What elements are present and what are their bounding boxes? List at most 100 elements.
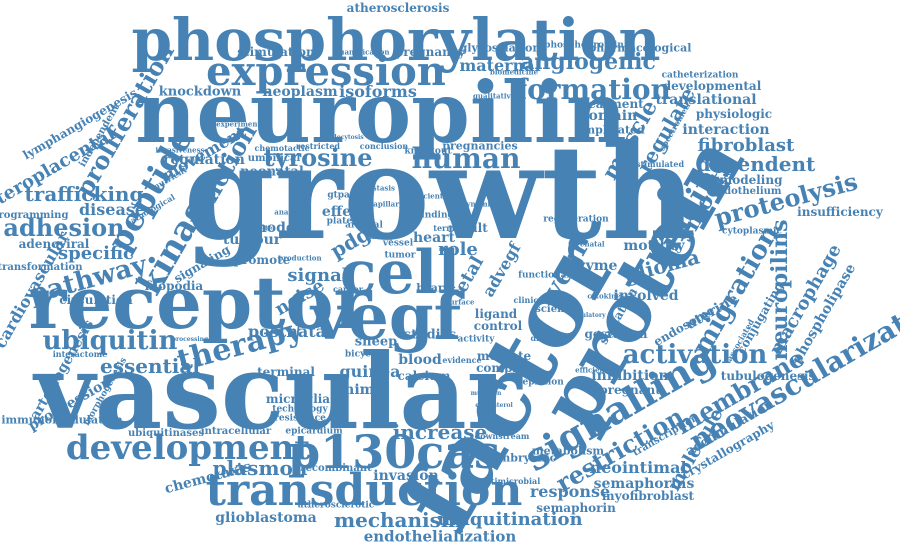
word-bicyclic: bicyclic <box>344 349 384 360</box>
word-microglia: microglia <box>265 392 331 406</box>
word-science: science <box>535 304 577 315</box>
word-family: family <box>366 231 394 241</box>
word-pregnant: pregnant <box>599 383 661 397</box>
word-semaphorins: semaphorins <box>593 476 695 492</box>
word-implicated: implicated <box>579 123 645 137</box>
word-neoplasm: neoplasm <box>262 84 338 100</box>
word-tumor: tumor <box>384 250 416 261</box>
word-result: result <box>448 221 488 235</box>
word-signal: signal <box>287 265 349 286</box>
word-response: response <box>529 482 611 501</box>
word-pregnancies: pregnancies <box>442 139 518 153</box>
word-translational: translational <box>655 92 757 108</box>
word-umbilical: umbilical <box>247 153 301 164</box>
word-growth: growth <box>183 116 697 269</box>
word-vegf: vegf <box>310 280 462 355</box>
word-invasiveness: invasiveness <box>155 145 205 155</box>
word-terminal: terminal <box>257 365 315 379</box>
word-embryonic: embryonic <box>491 451 557 465</box>
word-interaction: interaction <box>682 122 770 138</box>
word-quantification: quantification <box>334 47 390 57</box>
word-enzyme: enzyme <box>558 258 618 274</box>
word-deficient: deficient <box>408 191 444 201</box>
word-heart: heart <box>413 230 455 246</box>
word-atherosclerosis: atherosclerosis <box>346 1 450 15</box>
word-recombinant: recombinant <box>300 463 372 474</box>
word-adhesion: adhesion <box>3 213 125 242</box>
word-neointimal: neointimal <box>589 458 687 477</box>
word-inhibition: inhibition <box>591 368 669 384</box>
word-biomedicine: biomedicine <box>489 67 539 77</box>
word-cytokines: cytokines <box>587 291 625 301</box>
word-mechanism: mechanism <box>333 508 463 532</box>
word-epicardium: epicardium <box>285 426 343 437</box>
word-domain: domain <box>578 108 638 124</box>
word-cytoplasmic: cytoplasmic <box>722 226 782 237</box>
word-formation: formation <box>515 73 671 106</box>
word-cell: cell <box>339 238 461 308</box>
word-human: human <box>411 142 521 175</box>
word-glioblastoma: glioblastoma <box>215 510 317 526</box>
word-analysis: analysis <box>274 207 306 217</box>
word-pharmacological: pharmacological <box>588 41 692 55</box>
word-isoforms: isoforms <box>339 82 417 101</box>
word-filopodia: filopodia <box>144 279 204 293</box>
word-transformation: transformation <box>0 262 83 273</box>
word-ubiquitinases: ubiquitinases <box>128 428 204 439</box>
word-knockout: knockout <box>404 146 452 157</box>
word-role: role <box>438 239 478 260</box>
word-different: different <box>530 333 570 343</box>
word-physiologic: physiologic <box>695 107 773 121</box>
word-clinical: clinical <box>513 295 547 305</box>
word-activity: activity <box>457 334 495 345</box>
word-myofibroblast: myofibroblast <box>601 489 695 503</box>
word-immunomodulation: immunomodulation <box>1 413 123 427</box>
word-postnatal: postnatal <box>247 322 333 341</box>
word-semaphorin: semaphorin <box>536 501 616 515</box>
word-studies: studies <box>403 327 457 343</box>
word-dependent: dependent <box>696 152 816 176</box>
word-programming: programming <box>0 210 69 221</box>
word-antimicrobial: antimicrobial <box>479 476 541 486</box>
word-metastasis: metastasis <box>353 183 395 193</box>
word-complex: complex <box>476 361 532 375</box>
word-restricted: restricted <box>295 141 341 151</box>
word-catheterization: catheterization <box>661 70 739 81</box>
word-endocytosis: endocytosis <box>324 134 364 141</box>
word-tubulogenesis: tubulogenesis <box>720 369 816 383</box>
word-calcium: calcium <box>397 369 451 383</box>
word-vascular: vascular <box>34 330 522 453</box>
word-interactome: interactome <box>52 349 108 359</box>
word-intracellular: intracellular <box>200 426 272 437</box>
word-mutation: mutation <box>470 390 502 397</box>
word-maternal: maternal <box>459 56 541 75</box>
word-sheep: sheep <box>354 334 398 350</box>
word-cancer: cancer <box>332 284 364 294</box>
word-tyrosine: tyrosine <box>263 143 373 172</box>
word-regulatory: regulatory <box>570 312 606 319</box>
word-evidence: evidence <box>442 355 482 365</box>
word-functional: functional <box>518 270 570 281</box>
word-mediate: mediate <box>476 349 532 363</box>
word-activation: activation <box>622 340 768 370</box>
word-neuropilin: neuropilin <box>135 63 627 162</box>
word-cholesterol: cholesterol <box>475 402 513 409</box>
word-adenoviral: adenoviral <box>18 237 90 251</box>
word-stimulation: stimulation <box>237 45 315 59</box>
word-resistance: resistance <box>274 413 326 424</box>
word-involved: involved <box>613 288 679 304</box>
word-motility: motility <box>623 238 685 254</box>
word-downstream: downstream <box>474 431 530 441</box>
word-technology: technology <box>272 404 328 415</box>
word-qualitative: qualitative <box>472 91 516 101</box>
word-effect: effect <box>321 204 367 220</box>
word-dynamic: dynamic <box>461 199 495 209</box>
word-phosphorylation: phosphorylation <box>131 6 661 74</box>
word-gtpase: gtpase <box>327 190 361 201</box>
word-gestation: gestation <box>584 327 648 341</box>
word-platelet: platelet <box>326 216 366 227</box>
word-remodeling: remodeling <box>705 173 783 187</box>
word-depletion: depletion <box>516 377 564 388</box>
word-glycosylation: glycosylation <box>459 41 541 55</box>
